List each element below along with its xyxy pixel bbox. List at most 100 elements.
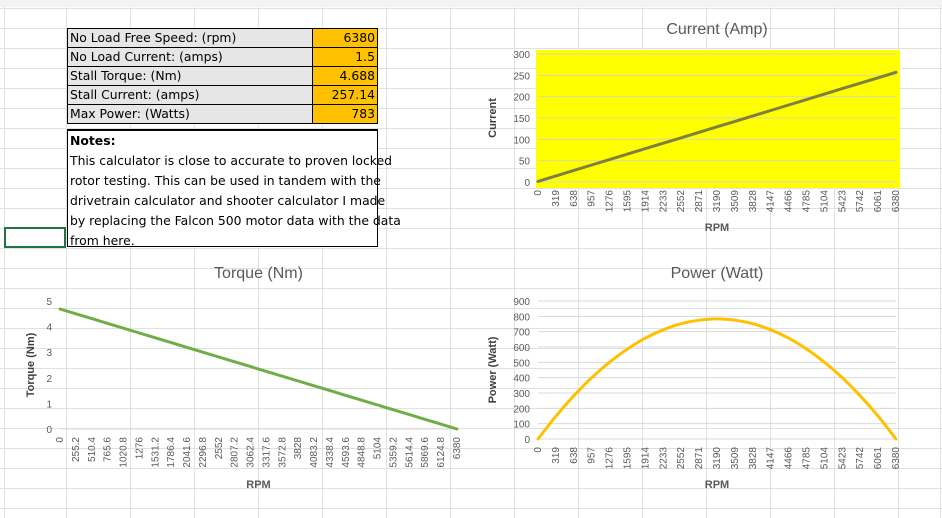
x-tick-label: 6380: [891, 190, 902, 213]
row-value[interactable]: 783: [312, 104, 378, 124]
x-tick-label: 1276: [605, 447, 616, 470]
x-tick-label: 2041.6: [182, 437, 193, 468]
x-tick-label: 957: [587, 447, 598, 464]
y-tick-label: 1: [46, 399, 52, 410]
chart-title: Power (Watt): [671, 265, 764, 282]
x-tick-label: 1914: [640, 190, 651, 213]
y-tick-label: 3: [46, 348, 52, 359]
chart-title: Torque (Nm): [214, 265, 303, 282]
notes-title: Notes:: [70, 133, 116, 148]
x-tick-label: 4147: [766, 190, 777, 213]
table-row: Max Power: (Watts) 783: [66, 104, 378, 124]
y-tick-label: 900: [513, 297, 530, 308]
x-tick-label: 4083.2: [309, 437, 320, 468]
column-header-strip: [0, 0, 942, 7]
x-tick-label: 2296.8: [198, 437, 209, 468]
x-tick-label: 0: [55, 437, 66, 443]
table-row: Stall Current: (amps) 257.14: [66, 85, 378, 105]
x-tick-label: 4785: [802, 447, 813, 470]
y-tick-label: 50: [519, 157, 531, 168]
x-tick-label: 2807.2: [230, 437, 241, 468]
x-tick-label: 0: [533, 447, 544, 453]
row-value[interactable]: 257.14: [312, 85, 378, 105]
y-tick-label: 700: [513, 328, 530, 339]
x-tick-label: 5423: [837, 447, 848, 470]
row-value[interactable]: 4.688: [312, 66, 378, 86]
x-tick-label: 319: [551, 447, 562, 464]
y-tick-label: 2: [46, 374, 52, 385]
series-line: [58, 307, 459, 431]
x-tick-label: 2552: [676, 447, 687, 470]
x-tick-label: 2552: [214, 437, 225, 460]
x-tick-label: 638: [569, 190, 580, 207]
y-tick-label: 300: [513, 389, 530, 400]
x-tick-label: 3509: [730, 447, 741, 470]
power-chart[interactable]: Power (Watt) 0 100 200 300 400 500 600 700 800 900…: [478, 255, 934, 500]
chart-title: Current (Amp): [666, 21, 767, 38]
x-tick-label: 1595: [623, 447, 634, 470]
x-tick-label: 3572.8: [277, 437, 288, 468]
notes-box[interactable]: Notes: This calculator is close to accur…: [67, 129, 401, 248]
x-tick-label: 5614.4: [404, 437, 415, 468]
x-tick-label: 2233: [658, 447, 669, 470]
y-tick-label: 4: [46, 323, 52, 334]
table-row: Stall Torque: (Nm) 4.688: [66, 66, 378, 86]
x-tick-label: 4466: [784, 190, 795, 213]
x-tick-label: 5869.6: [420, 437, 431, 468]
y-tick-label: 500: [513, 358, 530, 369]
y-tick-label: 800: [513, 312, 530, 323]
y-axis-title: Power (Watt): [487, 336, 499, 403]
x-tick-label: 957: [587, 190, 598, 207]
motor-data-table: No Load Free Speed: (rpm) 6380 No Load Cur…: [66, 28, 378, 124]
x-tick-label: 765.6: [103, 437, 114, 462]
x-tick-label: 3828: [748, 190, 759, 213]
table-row: No Load Free Speed: (rpm) 6380: [66, 28, 378, 48]
y-tick-label: 150: [513, 114, 530, 125]
notes-line: by replacing the Falcon 500 motor data w…: [70, 213, 401, 228]
x-tick-label: 6061: [873, 447, 884, 470]
row-label[interactable]: Stall Current: (amps): [66, 85, 314, 105]
row-label[interactable]: No Load Free Speed: (rpm): [66, 28, 314, 48]
notes-line: from here.: [70, 233, 135, 248]
y-tick-label: 5: [46, 297, 52, 308]
x-tick-label: 1020.8: [119, 437, 130, 468]
x-tick-label: 3317.6: [261, 437, 272, 468]
y-tick-label: 100: [513, 420, 530, 431]
series-line: [536, 317, 898, 441]
selected-cell[interactable]: [4, 227, 66, 248]
x-tick-label: 4593.6: [341, 437, 352, 468]
row-value[interactable]: 6380: [312, 28, 378, 48]
y-tick-label: 0: [524, 435, 530, 446]
row-label[interactable]: No Load Current: (amps): [66, 47, 314, 67]
x-tick-label: 1276: [134, 437, 145, 460]
x-tick-label: 6124.8: [436, 437, 447, 468]
x-tick-label: 3828: [748, 447, 759, 470]
x-tick-label: 2871: [694, 447, 705, 470]
row-label[interactable]: Stall Torque: (Nm): [66, 66, 314, 86]
x-tick-label: 4785: [802, 190, 813, 213]
x-tick-label: 2871: [694, 190, 705, 213]
x-tick-label: 4466: [784, 447, 795, 470]
x-tick-label: 3062.4: [246, 437, 257, 468]
x-tick-label: 5104: [819, 190, 830, 213]
series-line: [536, 70, 898, 183]
x-axis-title: RPM: [705, 479, 729, 491]
x-tick-label: 6380: [891, 447, 902, 470]
notes-line: drivetrain calculator and shooter calcul…: [70, 193, 386, 208]
row-label[interactable]: Max Power: (Watts): [66, 104, 314, 124]
y-tick-label: 0: [46, 425, 52, 436]
torque-chart[interactable]: Torque (Nm) 0 1 2 3 4 5 0 255.2 510.4 765.6 1020.8 1…: [8, 255, 468, 500]
current-chart[interactable]: Current (Amp) 0 50 100 150 200 250 300 0 319 638 95…: [478, 10, 934, 247]
y-tick-label: 100: [513, 135, 530, 146]
x-tick-label: 3509: [730, 190, 741, 213]
x-tick-label: 5742: [855, 447, 866, 470]
y-axis-title: Current: [487, 98, 499, 138]
y-tick-label: 600: [513, 343, 530, 354]
x-axis-title: RPM: [246, 479, 270, 491]
x-tick-label: 510.4: [87, 437, 98, 462]
row-value[interactable]: 1.5: [312, 47, 378, 67]
x-tick-label: 3828: [293, 437, 304, 460]
y-tick-label: 400: [513, 374, 530, 385]
x-tick-label: 4147: [766, 447, 777, 470]
x-tick-label: 6061: [873, 190, 884, 213]
